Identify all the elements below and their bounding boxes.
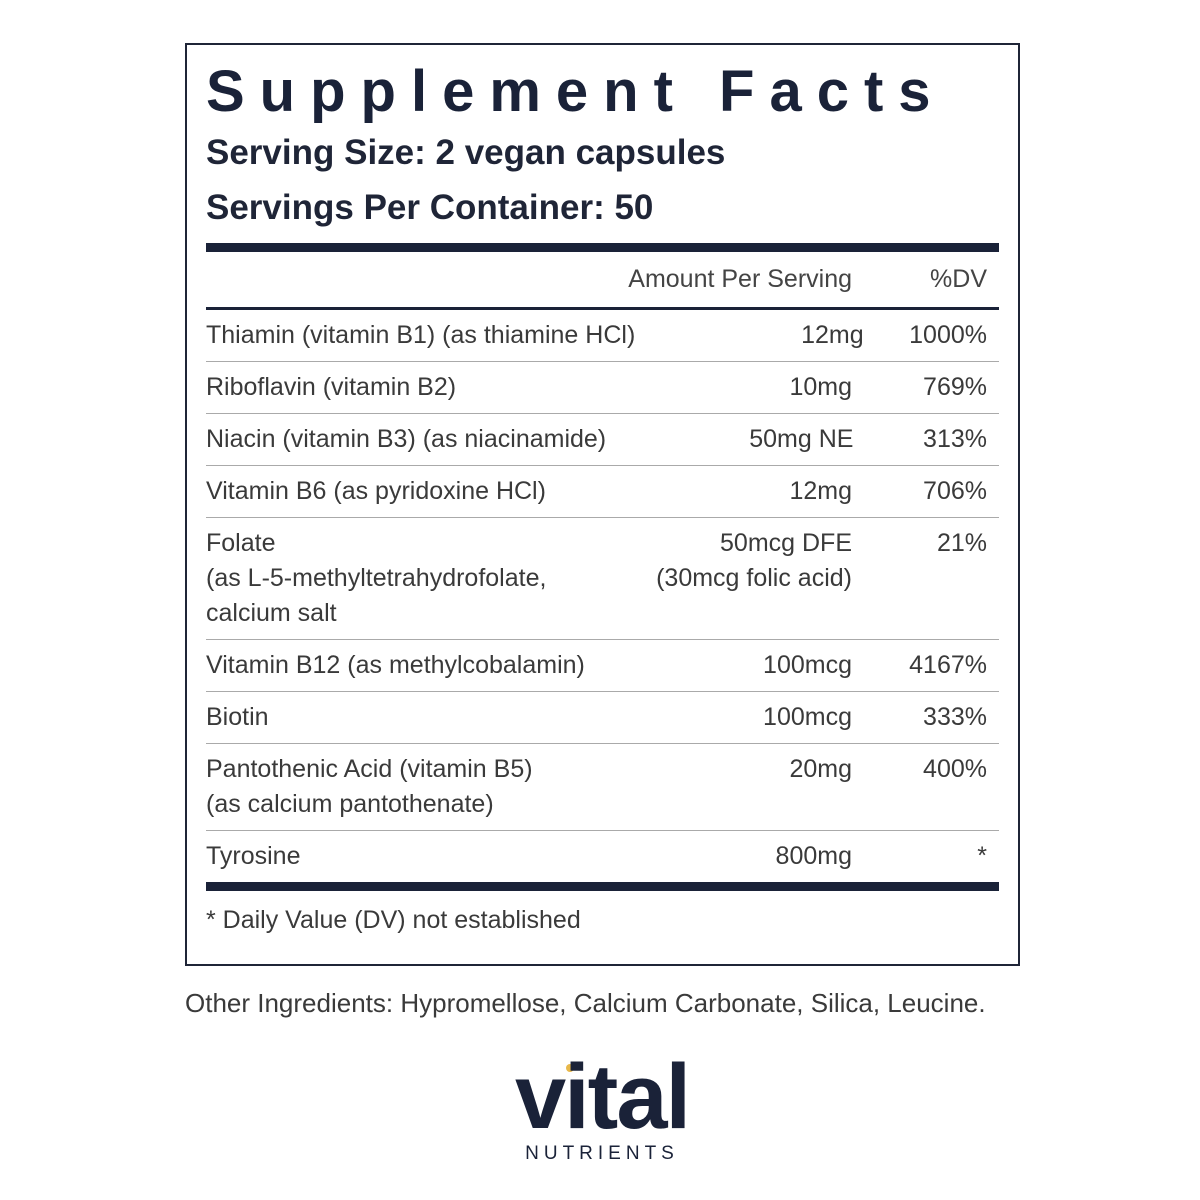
divider-bar [206, 243, 999, 252]
name-line: Niacin (vitamin B3) (as niacinamide) [206, 425, 607, 453]
brand-logo: vital NUTRIENTS [0, 1046, 1200, 1166]
panel-title: Supplement Facts [206, 59, 946, 124]
name-line: Vitamin B12 (as methylcobalamin) [206, 651, 585, 679]
header-dv: %DV [930, 265, 987, 293]
amount-line: 12mg [789, 477, 852, 505]
name-line: Thiamin (vitamin B1) (as thiamine HCl) [206, 321, 636, 349]
servings-per-container: Servings Per Container: 50 [206, 188, 654, 227]
nutrient-row: Thiamin (vitamin B1) (as thiamine HCl) 12… [206, 310, 999, 362]
name-line: calcium salt [206, 599, 337, 627]
nutrient-dv: 769% [923, 373, 987, 401]
nutrient-row: Pantothenic Acid (vitamin B5) (as calcium… [206, 744, 999, 831]
nutrient-name: Pantothenic Acid (vitamin B5) (as calcium… [206, 752, 602, 822]
name-line: (as calcium pantothenate) [206, 790, 494, 818]
nutrient-row: Vitamin B12 (as methylcobalamin) 100mcg 41… [206, 640, 999, 692]
nutrient-name: Niacin (vitamin B3) (as niacinamide) [206, 422, 606, 457]
nutrient-amount: 50mcg DFE (30mcg folic acid) [602, 526, 852, 631]
nutrient-row: Biotin 100mcg 333% [206, 692, 999, 744]
nutrient-dv: 313% [923, 425, 987, 453]
amount-line: 800mg [775, 842, 852, 870]
nutrient-amount: 12mg [602, 474, 852, 509]
nutrient-name: Thiamin (vitamin B1) (as thiamine HCl) [206, 318, 635, 353]
logo-name: vital [514, 1046, 691, 1148]
supplement-facts-panel: Supplement Facts Serving Size: 2 vegan c… [185, 43, 1020, 966]
nutrient-name: Tyrosine [206, 839, 602, 874]
amount-line: 10mg [789, 373, 852, 401]
name-line: Biotin [206, 703, 269, 731]
nutrient-amount: 12mg [635, 318, 864, 353]
amount-line: 50mcg DFE [720, 529, 852, 557]
nutrient-name: Biotin [206, 700, 602, 735]
nutrient-amount: 100mcg [602, 648, 852, 683]
amount-line: 12mg [801, 321, 864, 349]
name-line: Vitamin B6 (as pyridoxine HCl) [206, 477, 546, 505]
nutrient-dv: 333% [923, 703, 987, 731]
nutrient-name: Vitamin B12 (as methylcobalamin) [206, 648, 602, 683]
nutrient-name: Vitamin B6 (as pyridoxine HCl) [206, 474, 602, 509]
nutrient-row: Niacin (vitamin B3) (as niacinamide) 50mg… [206, 414, 999, 466]
footnote: * Daily Value (DV) not established [206, 906, 581, 934]
nutrient-dv: 21% [936, 529, 987, 557]
amount-line: 50mg NE [749, 425, 854, 453]
amount-line: 20mg [789, 755, 852, 783]
nutrient-name: Riboflavin (vitamin B2) [206, 370, 602, 405]
serving-size: Serving Size: 2 vegan capsules [206, 133, 726, 172]
other-ingredients: Other Ingredients: Hypromellose, Calcium… [185, 988, 986, 1018]
nutrient-name: Folate (as L-5-methyltetrahydrofolate, cal… [206, 526, 602, 631]
header-amount: Amount Per Serving [628, 265, 852, 293]
nutrient-amount: 800mg [602, 839, 852, 874]
name-line: Pantothenic Acid (vitamin B5) [206, 755, 533, 783]
nutrient-dv: 706% [923, 477, 987, 505]
nutrient-dv: 400% [923, 755, 987, 783]
nutrient-dv: 4167% [909, 651, 987, 679]
name-line: Folate [206, 529, 276, 557]
nutrient-dv: * [977, 842, 987, 870]
name-line: (as L-5-methyltetrahydrofolate, [206, 564, 547, 592]
amount-line: 100mcg [763, 651, 852, 679]
logo-tagline: NUTRIENTS [525, 1143, 679, 1164]
nutrient-row: Folate (as L-5-methyltetrahydrofolate, cal… [206, 518, 999, 640]
nutrient-amount: 50mg NE [606, 422, 853, 457]
amount-line: 100mcg [763, 703, 852, 731]
divider-bar [206, 882, 999, 891]
amount-line: (30mcg folic acid) [656, 564, 852, 592]
nutrient-rows: Thiamin (vitamin B1) (as thiamine HCl) 12… [206, 310, 999, 882]
panel-content: Supplement Facts Serving Size: 2 vegan c… [206, 45, 999, 945]
name-line: Riboflavin (vitamin B2) [206, 373, 457, 401]
nutrient-amount: 10mg [602, 370, 852, 405]
table-header: Amount Per Serving %DV [206, 252, 999, 310]
logo-dot [566, 1064, 574, 1072]
nutrient-dv: 1000% [909, 321, 987, 349]
nutrient-row: Riboflavin (vitamin B2) 10mg 769% [206, 362, 999, 414]
nutrient-row: Tyrosine 800mg * [206, 831, 999, 882]
nutrient-row: Vitamin B6 (as pyridoxine HCl) 12mg 706% [206, 466, 999, 518]
nutrient-amount: 100mcg [602, 700, 852, 735]
nutrient-amount: 20mg [602, 752, 852, 822]
name-line: Tyrosine [206, 842, 301, 870]
